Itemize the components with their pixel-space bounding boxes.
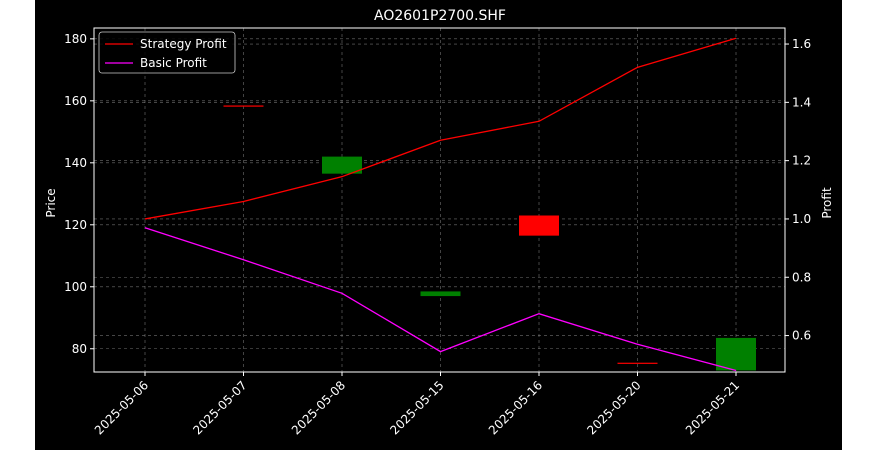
y-right-tick-label: 0.8 [792,270,811,284]
legend-label-strategy-profit: Strategy Profit [140,37,227,51]
price-candle [519,215,559,236]
y-right-tick-label: 1.4 [792,95,811,109]
strategy-profit-line [144,37,737,220]
y-axis-right-label: Profit [820,187,834,219]
y-left-tick-label: 140 [64,156,87,170]
y-right-tick-label: 1.2 [792,154,811,168]
price-candle [617,362,658,364]
price-candle [420,291,461,297]
y-right-tick-label: 1.0 [792,212,811,226]
y-left-tick-label: 100 [64,280,87,294]
basic-profit-line [144,227,737,372]
y-right-tick-label: 0.6 [792,329,811,343]
y-axis-left-label: Price [44,188,58,217]
axes-background [94,28,785,372]
chart-title: AO2601P2700.SHF [374,8,506,24]
price-candle [716,337,756,371]
y-right-tick-label: 1.6 [792,37,811,51]
legend: Strategy Profit Basic Profit [98,31,236,74]
y-left-tick-label: 80 [72,342,87,356]
y-left-tick-label: 180 [64,32,87,46]
y-left-tick-label: 160 [64,94,87,108]
y-left-tick-label: 120 [64,218,87,232]
price-candle [223,105,264,107]
price-candle [322,156,362,174]
axes-frame [93,27,786,373]
legend-label-basic-profit: Basic Profit [140,56,207,70]
